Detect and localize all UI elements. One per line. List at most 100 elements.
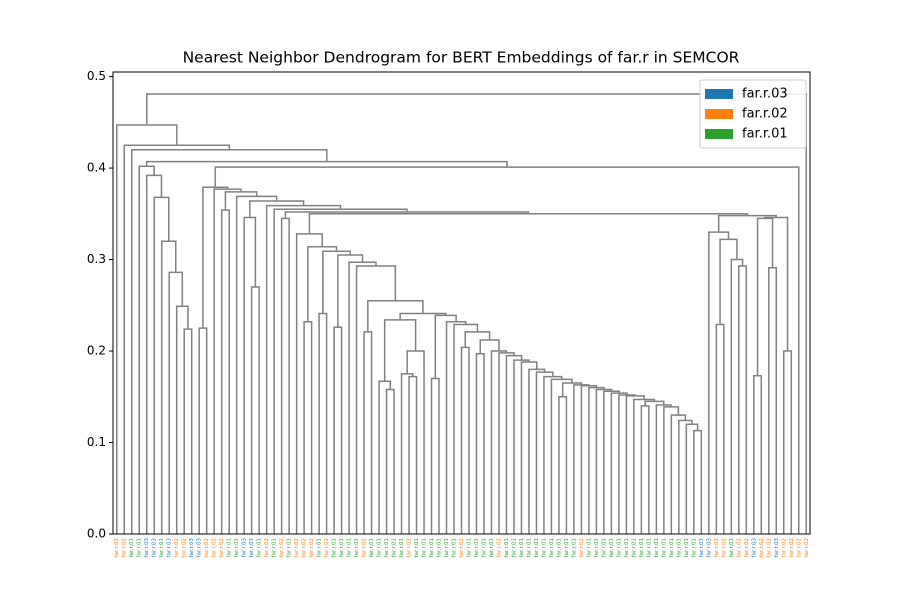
legend-swatch (705, 109, 733, 119)
leaf-label: far.r.01 (616, 538, 622, 557)
dendrogram-link (543, 375, 563, 534)
dendrogram-link (153, 196, 170, 534)
leaf-label: far.r.01 (392, 538, 398, 557)
leaf-label: far.r.02 (279, 538, 285, 557)
leaf-label: far.r.01 (384, 538, 390, 557)
y-tick-label: 0.1 (87, 435, 106, 449)
leaf-label: far.r.02 (766, 538, 772, 557)
dendrogram-link (399, 312, 447, 320)
leaf-label: far.r.01 (586, 538, 592, 557)
leaf-label: far.r.01 (369, 538, 375, 557)
dendrogram-link (464, 331, 491, 348)
legend-label: far.r.02 (742, 107, 788, 122)
leaf-label: far.r.01 (452, 538, 458, 557)
leaf-label: far.r.01 (601, 538, 607, 557)
legend-swatch (705, 89, 733, 99)
dendrogram-link (708, 231, 730, 534)
leaf-label: far.r.01 (729, 538, 735, 557)
leaf-label: far.r.02 (204, 538, 210, 557)
leaf-label: far.r.02 (324, 538, 330, 557)
leaf-label: far.r.02 (781, 538, 787, 557)
leaf-label: far.r.02 (579, 538, 585, 557)
dendrogram-link (243, 216, 257, 534)
leaf-label: far.r.01 (317, 538, 323, 557)
leaf-label: far.r.02 (789, 538, 795, 557)
dendrogram-link (558, 396, 568, 534)
leaf-label: far.r.01 (129, 538, 135, 557)
leaf-label: far.r.01 (287, 538, 293, 557)
dendrogram-link (633, 398, 656, 534)
dendrogram-link (183, 328, 193, 534)
dendrogram-link (284, 211, 530, 219)
dendrogram-link (655, 404, 672, 534)
dendrogram-link (644, 400, 665, 406)
leaf-label: far.r.03 (242, 538, 248, 558)
legend-label: far.r.01 (742, 127, 788, 142)
leaf-label: far.r.02 (459, 538, 465, 557)
dendrogram-link (678, 419, 693, 534)
dendrogram-link (505, 354, 523, 534)
leaf-label: far.r.01 (272, 538, 278, 557)
leaf-label: far.r.01 (504, 538, 510, 557)
y-tick-label: 0.5 (87, 69, 106, 83)
leaf-label: far.r.01 (227, 538, 233, 557)
plot-area (115, 93, 808, 534)
dendrogram-link (618, 394, 637, 534)
plot-frame (112, 71, 811, 535)
leaf-label: far.r.02 (759, 538, 765, 557)
leaf-label: far.r.02 (302, 538, 308, 557)
leaf-label: far.r.01 (257, 538, 263, 557)
dendrogram-link (213, 188, 242, 534)
dendrogram-link (588, 386, 605, 534)
dendrogram-link (224, 191, 258, 211)
leaf-label: far.r.01 (526, 538, 532, 557)
leaf-label: far.r.02 (212, 538, 218, 557)
legend-swatch (705, 129, 733, 139)
leaf-label: far.r.03 (774, 538, 780, 558)
leaf-label: far.r.01 (646, 538, 652, 557)
leaf-label: far.r.01 (676, 538, 682, 557)
leaf-label: far.r.03 (144, 538, 150, 558)
leaf-label: far.r.01 (422, 538, 428, 557)
dendrogram-link (753, 374, 763, 534)
leaf-label: far.r.01 (639, 538, 645, 557)
dendrogram-link (138, 165, 155, 534)
dendrogram-link (520, 361, 538, 534)
leaf-label: far.r.01 (339, 538, 345, 557)
leaf-label: far.r.01 (511, 538, 517, 557)
dendrogram-link (318, 312, 328, 534)
dendrogram-link (783, 350, 793, 534)
leaf-label: far.r.01 (414, 538, 420, 557)
leaf-label: far.r.01 (549, 538, 555, 557)
leaf-label: far.r.01 (691, 538, 697, 557)
leaf-label: far.r.02 (309, 538, 315, 557)
legend-label: far.r.03 (742, 87, 788, 102)
dendrogram-link (475, 353, 485, 534)
dendrogram-link (685, 423, 699, 534)
leaf-label: far.r.02 (122, 538, 128, 557)
dendrogram-link (717, 214, 778, 233)
leaf-label: far.r.01 (474, 538, 480, 557)
dendrogram-link (756, 217, 774, 376)
leaf-label: far.r.03 (706, 538, 712, 558)
dendrogram-link (250, 286, 260, 534)
dendrogram-link (367, 299, 424, 332)
leaf-label: far.r.02 (804, 538, 810, 557)
dendrogram-link (235, 195, 278, 534)
dendrogram-link (385, 388, 395, 534)
leaf-label: far.r.01 (541, 538, 547, 557)
dendrogram-link (308, 213, 749, 234)
dendrogram-link (363, 331, 373, 534)
leaf-label: far.r.03 (167, 538, 173, 558)
dendrogram-link (303, 321, 313, 534)
leaf-label: far.r.01 (594, 538, 600, 557)
leaf-label: far.r.01 (399, 538, 405, 557)
leaf-label: far.r.03 (152, 538, 158, 558)
leaf-label: far.r.01 (437, 538, 443, 557)
leaf-label: far.r.03 (197, 538, 203, 558)
dendrogram-link (430, 377, 440, 534)
leaf-label: far.r.01 (519, 538, 525, 557)
dendrogram-link (333, 326, 343, 534)
leaf-label: far.r.02 (721, 538, 727, 557)
dendrogram-link (146, 93, 808, 534)
